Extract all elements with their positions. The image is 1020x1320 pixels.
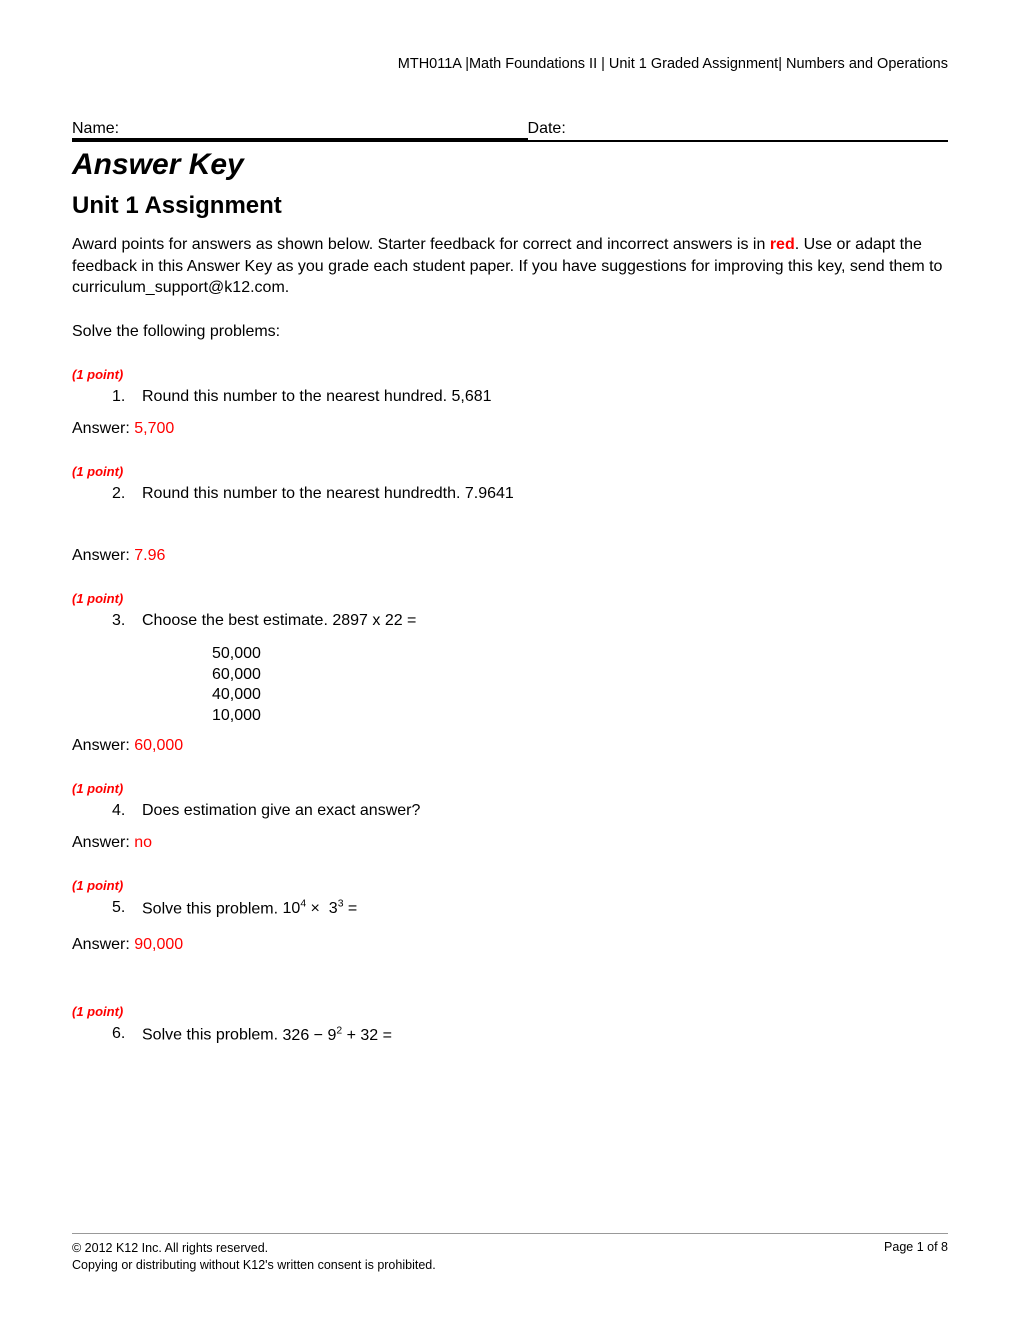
question-4: 4. Does estimation give an exact answer?: [72, 802, 948, 820]
date-label: Date:: [528, 120, 948, 138]
answer-4: Answer: no: [72, 834, 948, 852]
question-number: 5.: [112, 899, 142, 918]
question-number: 3.: [112, 612, 142, 630]
course-header: MTH011A |Math Foundations II | Unit 1 Gr…: [72, 56, 948, 72]
point-label: (1 point): [72, 591, 948, 606]
answer-label: Answer:: [72, 936, 134, 953]
answer-1: Answer: 5,700: [72, 420, 948, 438]
answer-label: Answer:: [72, 737, 134, 754]
point-label: (1 point): [72, 1004, 948, 1019]
intro-red-word: red: [770, 236, 795, 253]
intro-text-pre: Award points for answers as shown below.…: [72, 236, 770, 253]
name-label: Name:: [72, 120, 528, 140]
answer-value: no: [134, 834, 152, 851]
point-label: (1 point): [72, 464, 948, 479]
question-number: 2.: [112, 485, 142, 503]
option: 40,000: [212, 685, 948, 706]
page-footer: © 2012 K12 Inc. All rights reserved. Cop…: [72, 1233, 948, 1274]
copyright-line: © 2012 K12 Inc. All rights reserved.: [72, 1240, 436, 1257]
question-text: Round this number to the nearest hundred…: [142, 485, 948, 503]
answer-label: Answer:: [72, 420, 134, 437]
point-label: (1 point): [72, 367, 948, 382]
point-label: (1 point): [72, 878, 948, 893]
answer-5: Answer: 90,000: [72, 936, 948, 954]
math-expr: 104 × 33 =: [283, 900, 358, 917]
math-expr: 326 − 92 + 32 =: [283, 1027, 392, 1044]
answer-label: Answer:: [72, 834, 134, 851]
option: 10,000: [212, 706, 948, 727]
question-6: 6. Solve this problem. 326 − 92 + 32 =: [72, 1025, 948, 1044]
answer-label: Answer:: [72, 547, 134, 564]
question-text: Does estimation give an exact answer?: [142, 802, 948, 820]
question-3-options: 50,000 60,000 40,000 10,000: [72, 644, 948, 727]
question-5: 5. Solve this problem. 104 × 33 =: [72, 899, 948, 918]
question-3: 3. Choose the best estimate. 2897 x 22 =: [72, 612, 948, 630]
question-text: Solve this problem. 104 × 33 =: [142, 899, 948, 918]
point-label: (1 point): [72, 781, 948, 796]
question-text-pre: Solve this problem.: [142, 900, 283, 917]
copyright-line2: Copying or distributing without K12's wr…: [72, 1257, 436, 1274]
name-date-row: Name: Date:: [72, 120, 948, 142]
question-text: Choose the best estimate. 2897 x 22 =: [142, 612, 948, 630]
question-text: Round this number to the nearest hundred…: [142, 388, 948, 406]
answer-value: 7.96: [134, 547, 165, 564]
page-subtitle: Unit 1 Assignment: [72, 192, 948, 220]
answer-value: 90,000: [134, 936, 183, 953]
question-text: Solve this problem. 326 − 92 + 32 =: [142, 1025, 948, 1044]
answer-2: Answer: 7.96: [72, 547, 948, 565]
answer-value: 5,700: [134, 420, 174, 437]
footer-copyright: © 2012 K12 Inc. All rights reserved. Cop…: [72, 1240, 436, 1274]
question-number: 6.: [112, 1025, 142, 1044]
option: 50,000: [212, 644, 948, 665]
question-text-pre: Solve this problem.: [142, 1027, 283, 1044]
intro-paragraph: Award points for answers as shown below.…: [72, 234, 948, 299]
question-number: 4.: [112, 802, 142, 820]
page-title: Answer Key: [72, 148, 948, 182]
option: 60,000: [212, 665, 948, 686]
solve-prompt: Solve the following problems:: [72, 323, 948, 341]
answer-value: 60,000: [134, 737, 183, 754]
page-number: Page 1 of 8: [884, 1240, 948, 1274]
question-2: 2. Round this number to the nearest hund…: [72, 485, 948, 503]
question-1: 1. Round this number to the nearest hund…: [72, 388, 948, 406]
answer-3: Answer: 60,000: [72, 737, 948, 755]
question-number: 1.: [112, 388, 142, 406]
